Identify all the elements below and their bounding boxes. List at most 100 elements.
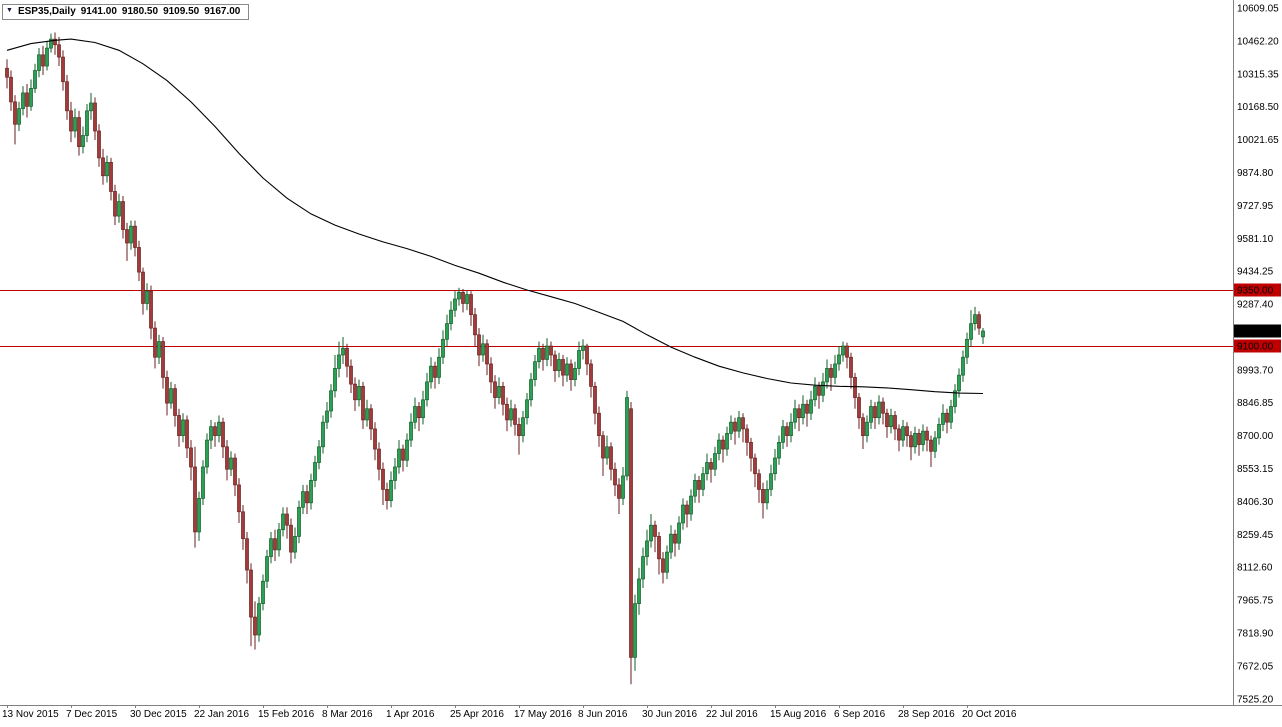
x-axis-label: 30 Dec 2015 — [130, 709, 187, 720]
y-axis-label: 7672.05 — [1237, 661, 1274, 672]
candle — [357, 379, 361, 407]
candle — [397, 440, 401, 474]
candle — [121, 195, 125, 239]
x-axis-label: 6 Sep 2016 — [834, 709, 886, 720]
candle — [237, 478, 241, 523]
price-marker-hline: 9100.00 — [1234, 339, 1281, 353]
candle — [801, 395, 805, 425]
candle — [97, 124, 101, 167]
candle — [893, 410, 897, 441]
x-axis-label: 25 Apr 2016 — [450, 709, 504, 720]
candle — [889, 408, 893, 434]
candle — [545, 338, 549, 367]
candle — [61, 50, 65, 91]
candle — [669, 525, 673, 559]
candle — [653, 520, 657, 553]
y-axis-label: 9874.80 — [1237, 168, 1274, 179]
candle — [517, 417, 521, 455]
candle — [377, 442, 381, 481]
candle — [509, 399, 513, 427]
candle — [301, 484, 305, 515]
candle — [141, 267, 145, 315]
candle — [945, 408, 949, 434]
candle — [857, 393, 861, 429]
candle — [281, 507, 285, 537]
candle — [465, 290, 469, 311]
candle — [649, 514, 653, 548]
candle — [369, 404, 373, 441]
candle — [565, 357, 569, 382]
candle — [557, 352, 561, 378]
candle — [417, 402, 421, 432]
candle — [501, 381, 505, 416]
candle — [937, 417, 941, 445]
candle — [817, 381, 821, 409]
candle — [297, 500, 301, 544]
candle — [861, 413, 865, 450]
candle — [101, 148, 105, 185]
candle — [777, 435, 781, 465]
ohlc-info-bar: ▼ ESP35,Daily 9141.00 9180.50 9109.50 91… — [2, 4, 250, 20]
price-marker-last-price: 9167.00 — [1234, 324, 1281, 338]
candle — [621, 466, 625, 506]
candle — [941, 404, 945, 432]
candle — [809, 390, 813, 420]
candle — [981, 327, 985, 344]
candle — [585, 343, 589, 376]
candle — [733, 417, 737, 445]
candle — [73, 108, 77, 138]
candle — [645, 529, 649, 566]
candle — [389, 471, 393, 508]
candle — [365, 399, 369, 427]
candle — [473, 307, 477, 347]
candle — [845, 342, 849, 369]
candle — [521, 410, 525, 443]
price-scale[interactable]: 10609.05 10462.20 10315.35 10168.50 10021.65… — [1237, 4, 1279, 706]
candle — [789, 413, 793, 443]
collapse-arrow-icon[interactable]: ▼ — [6, 7, 13, 14]
candle — [293, 527, 297, 559]
candle — [109, 157, 113, 201]
candle — [265, 549, 269, 588]
candle — [137, 240, 141, 282]
candle — [65, 74, 69, 120]
candle — [609, 442, 613, 481]
candle — [457, 287, 461, 306]
candle — [729, 415, 733, 441]
candle — [41, 45, 45, 75]
candle — [769, 464, 773, 497]
candle — [689, 489, 693, 521]
candle — [625, 390, 629, 481]
candle — [753, 453, 757, 488]
candle — [549, 341, 553, 367]
candle — [485, 339, 489, 376]
candle — [905, 422, 909, 447]
candle — [869, 399, 873, 429]
candle — [57, 36, 61, 67]
candle — [813, 377, 817, 407]
candle — [173, 384, 177, 427]
candle — [81, 126, 85, 154]
candle — [413, 397, 417, 429]
candle — [601, 431, 605, 476]
candle — [33, 63, 37, 93]
candle — [353, 377, 357, 411]
candle — [325, 402, 329, 429]
candle — [533, 354, 537, 387]
candle — [241, 505, 245, 550]
candle — [781, 419, 785, 450]
candle — [13, 95, 17, 145]
candle — [581, 339, 585, 360]
candle — [205, 433, 209, 474]
candle — [593, 381, 597, 425]
candle — [913, 426, 917, 454]
y-axis-label: 8700.00 — [1237, 431, 1274, 442]
candle — [821, 372, 825, 403]
candle — [113, 184, 117, 226]
candle — [613, 462, 617, 497]
candle — [249, 563, 253, 647]
time-scale[interactable]: 13 Nov 2015 7 Dec 2015 30 Dec 2015 22 Jan 2… — [2, 705, 1017, 720]
candle — [253, 601, 257, 650]
